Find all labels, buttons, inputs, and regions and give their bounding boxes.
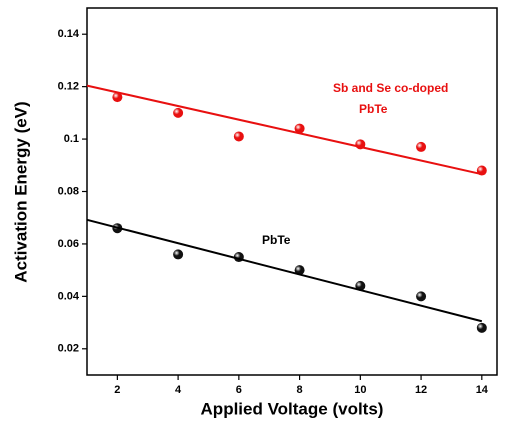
data-point [294,123,305,134]
y-axis-label: Activation Energy (eV) [11,101,30,282]
data-point [294,265,305,276]
data-point [173,107,184,118]
x-tick-label: 14 [476,384,489,396]
data-point [416,291,427,302]
y-tick-label: 0.02 [58,343,79,355]
y-tick-label: 0.12 [58,81,79,93]
fit-line [86,218,483,323]
y-tick-label: 0.04 [58,290,80,302]
y-tick-label: 0.06 [58,238,79,250]
data-point [233,131,244,142]
data-point [112,92,123,103]
annotation: PbTe [262,233,291,247]
x-tick-label: 12 [415,384,427,396]
annotation: PbTe [359,102,388,116]
y-tick-label: 0.08 [58,185,79,197]
x-tick-label: 2 [114,384,120,396]
y-tick-label: 0.1 [64,133,79,145]
data-point [476,322,487,333]
x-tick-label: 6 [236,384,242,396]
fit-line [86,84,483,176]
data-point [173,249,184,260]
x-tick-label: 10 [354,384,366,396]
x-axis-label: Applied Voltage (volts) [201,399,384,418]
plot-frame [86,7,498,376]
y-tick-label: 0.14 [58,28,80,40]
x-tick-label: 8 [297,384,303,396]
x-tick-label: 4 [175,384,182,396]
annotation: Sb and Se co-doped [333,81,448,95]
data-point [416,141,427,152]
